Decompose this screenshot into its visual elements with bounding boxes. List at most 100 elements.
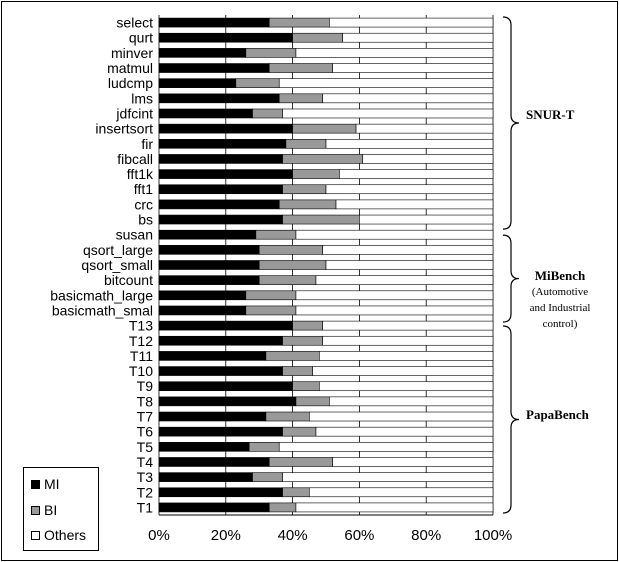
bar-others [319, 381, 494, 392]
bar-mi [158, 457, 270, 467]
bar-mi [158, 351, 267, 361]
legend-item-bi: BI [31, 501, 57, 519]
bar-bi [278, 199, 337, 210]
y-tick-label: susan [116, 227, 153, 243]
bar-bi [245, 305, 297, 316]
bar-mi [158, 32, 293, 43]
bar-bi [265, 351, 320, 361]
y-tick-label: basicmath_large [50, 287, 153, 303]
bar-bi [248, 442, 280, 452]
bar-bi [292, 32, 344, 43]
bar-bi [268, 457, 333, 467]
group-label-mibench: MiBench (Automotive and Industrial contr… [510, 268, 610, 332]
y-tick-label: T5 [137, 439, 154, 455]
brace-snurt [502, 16, 520, 230]
legend-swatch-bi [31, 505, 40, 515]
bar-mi [158, 138, 287, 149]
bar-mi [158, 229, 257, 240]
bar-others [319, 351, 494, 361]
bar-bi [245, 290, 297, 301]
bar-others [295, 48, 494, 58]
bar-others [278, 442, 494, 452]
bar-mi [158, 63, 270, 73]
bar-bi [292, 320, 323, 331]
bar-others [308, 487, 494, 498]
y-tick-label: basicmath_smal [52, 302, 153, 318]
legend-item-others: Others [31, 526, 86, 544]
bar-bi [292, 381, 320, 392]
bar-mi [158, 366, 283, 376]
bar-bi [252, 472, 283, 482]
bar-bi [282, 184, 327, 195]
bar-others [329, 17, 494, 28]
bar-mi [158, 123, 293, 134]
bar-others [315, 275, 494, 285]
y-tick-label: T13 [129, 318, 153, 334]
bar-bi [282, 487, 310, 498]
bar-mi [158, 381, 293, 392]
legend: MI BI Others [23, 467, 99, 551]
bar-bi [268, 63, 333, 73]
bar-mi [158, 199, 280, 210]
x-tick-label: 20% [211, 527, 241, 544]
bar-others [312, 366, 494, 376]
group-label-papabench: PapaBench [526, 407, 589, 422]
legend-label-mi: MI [44, 476, 60, 492]
bar-mi [158, 245, 260, 255]
legend-swatch-others [31, 530, 40, 540]
bar-others [322, 93, 494, 104]
bar-others [325, 138, 494, 149]
y-tick-label: T12 [129, 333, 153, 349]
bar-mi [158, 48, 247, 58]
bar-bi [282, 154, 364, 164]
group-sub-1: (Automotive [531, 286, 589, 298]
group-name-mibench: MiBench [534, 268, 586, 283]
bar-others [355, 123, 494, 134]
brace-papabench [502, 325, 520, 514]
y-tick-label: fibcall [117, 151, 153, 167]
bar-mi [158, 78, 237, 88]
y-tick-label: qsort_large [83, 242, 153, 258]
brace-mibench [502, 234, 520, 323]
bar-mi [158, 442, 250, 452]
y-tick-label: T3 [137, 469, 154, 485]
bar-mi [158, 154, 283, 164]
x-tick-label: 40% [278, 527, 308, 544]
bar-mi [158, 411, 267, 422]
bar-mi [158, 396, 297, 407]
bar-bi [255, 229, 297, 240]
bar-others [332, 63, 494, 73]
y-tick-label: fft1k [127, 166, 154, 182]
bar-others [359, 214, 494, 225]
y-tick-label: minver [111, 45, 153, 61]
bar-mi [158, 93, 280, 104]
bar-mi [158, 426, 283, 437]
bar-bi [292, 169, 340, 179]
y-tick-label: insertsort [95, 121, 153, 137]
bar-bi [268, 502, 297, 513]
bar-mi [158, 335, 283, 346]
x-tick-label: 60% [344, 527, 374, 544]
y-tick-label: jdfcint [115, 105, 153, 121]
legend-swatch-mi [31, 479, 40, 489]
bar-others [362, 154, 494, 164]
bar-others [339, 169, 494, 179]
y-tick-label: qsort_small [81, 257, 153, 273]
bar-mi [158, 320, 293, 331]
bar-bi [258, 245, 323, 255]
bar-others [282, 472, 494, 482]
bar-bi [282, 335, 323, 346]
bar-others [295, 229, 494, 240]
x-tick-label: 100% [474, 527, 512, 544]
y-tick-label: lms [131, 90, 153, 106]
y-tick-label: bitcount [104, 272, 153, 288]
bar-bi [285, 138, 327, 149]
legend-item-mi: MI [31, 475, 60, 493]
bar-bi [265, 411, 310, 422]
y-tick-label: bs [138, 212, 153, 228]
y-tick-label: T4 [137, 454, 154, 470]
legend-label-bi: BI [44, 502, 58, 518]
x-tick-label: 80% [411, 527, 441, 544]
